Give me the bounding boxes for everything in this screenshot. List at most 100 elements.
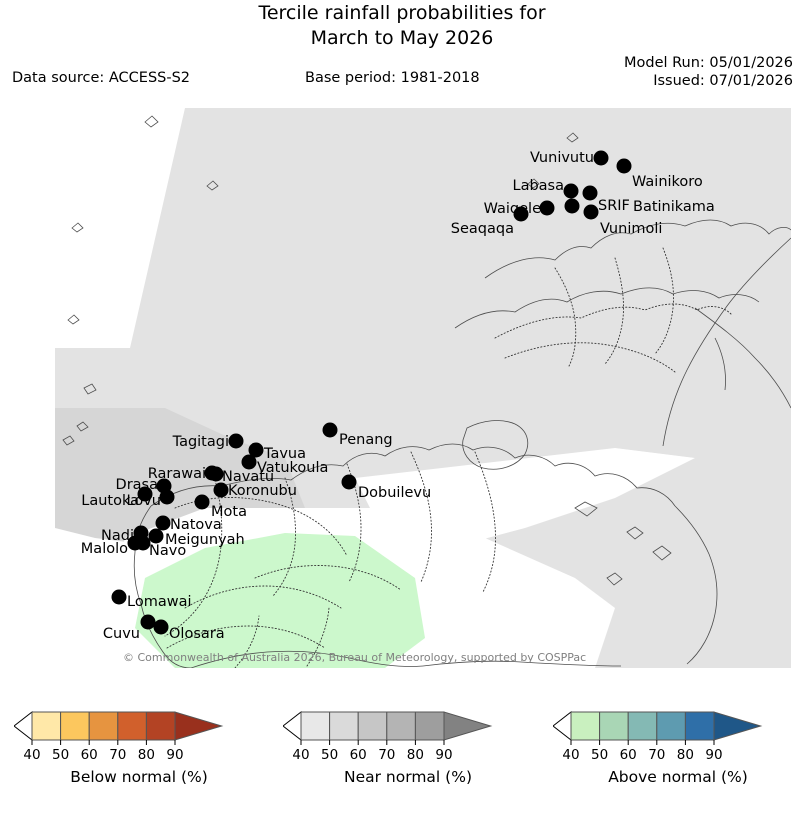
station-label: Vunimoli: [600, 221, 662, 237]
station-label: Lautoka: [81, 493, 139, 509]
colorbar-tick-label: 60: [350, 747, 367, 763]
station-marker[interactable]: Olosara: [153, 619, 225, 643]
station-label: Batinikama: [633, 199, 715, 215]
station-marker[interactable]: Natova: [155, 515, 222, 534]
station-dot[interactable]: [135, 535, 151, 551]
colorbar-swatch: [627, 711, 658, 741]
station-marker[interactable]: Mota: [194, 494, 247, 521]
station-dot[interactable]: [582, 185, 598, 201]
station-dot[interactable]: [563, 183, 579, 199]
colorbar-tick-label: 60: [620, 747, 637, 763]
station-marker[interactable]: Batinikama: [564, 198, 715, 216]
colorbar-tick-label: 40: [292, 747, 309, 763]
station-dot[interactable]: [148, 528, 164, 544]
copyright-notice: © Commonwealth of Australia 2026, Bureau…: [123, 651, 587, 664]
station-dot[interactable]: [111, 589, 127, 605]
station-label: Tavua: [263, 446, 306, 462]
station-dot[interactable]: [213, 482, 229, 498]
station-dot[interactable]: [140, 614, 156, 630]
district-boundaries-north: [494, 247, 732, 373]
colorbar-swatch: [386, 711, 416, 741]
station-label: Waiqele: [484, 201, 541, 217]
data-source-label: Data source: ACCESS-S2: [12, 70, 191, 86]
station-label: Navo: [149, 543, 186, 559]
station-label: Cuvu: [103, 626, 140, 642]
station-dot[interactable]: [564, 198, 580, 214]
station-label: Penang: [339, 432, 393, 448]
colorbar-under-arrow: [553, 710, 572, 742]
station-marker[interactable]: Lomawai: [111, 589, 192, 611]
station-label: Koronubu: [228, 483, 297, 499]
colorbar-tick-label: 80: [407, 747, 424, 763]
station-dot[interactable]: [583, 204, 599, 220]
station-dot[interactable]: [194, 494, 210, 510]
colorbar-above-normal-swatches[interactable]: 40 50 60 70 80 90: [553, 706, 803, 768]
colorbar-swatch: [329, 711, 359, 741]
colorbar-under-arrow: [283, 710, 302, 742]
colorbar-swatch: [145, 711, 176, 741]
colorbar-tick-label: 50: [52, 747, 69, 763]
station-marker[interactable]: Vatukoula: [241, 454, 329, 477]
station-marker[interactable]: Seaqaqa: [451, 206, 529, 238]
station-dot[interactable]: [513, 206, 529, 222]
station-dot[interactable]: [137, 486, 153, 502]
station-marker[interactable]: Vunimoli: [583, 204, 663, 238]
colorbar-near-normal[interactable]: 40 50 60 70 80 90 Near normal (%): [283, 706, 533, 806]
colorbar-under-arrow: [14, 710, 33, 742]
station-label: Malolo: [81, 541, 128, 557]
colorbar-tick-label: 80: [138, 747, 155, 763]
colorbar-swatch: [570, 711, 601, 741]
title-line-2: March to May 2026: [310, 27, 494, 49]
page-title: Tercile rainfall probabilities for March…: [0, 1, 804, 51]
station-marker[interactable]: Koronubu: [213, 482, 297, 500]
station-dot[interactable]: [153, 619, 169, 635]
issued-label: Issued: 07/01/2026: [653, 73, 793, 89]
station-label: Dobuilevu: [358, 485, 431, 501]
station-label: Wainikoro: [632, 174, 703, 190]
colorbar-swatch: [31, 711, 62, 741]
station-marker[interactable]: SRIF: [582, 185, 630, 215]
colorbar-below-normal[interactable]: 40 50 60 70 80 90 Below normal (%): [14, 706, 264, 806]
colorbar-over-arrow: [713, 711, 763, 741]
colorbar-tick-label: 90: [705, 747, 722, 763]
station-marker[interactable]: Penang: [322, 422, 393, 449]
colorbar-below-normal-swatches[interactable]: 40 50 60 70 80 90: [14, 706, 264, 768]
colorbar-tick-label: 70: [378, 747, 395, 763]
station-dot[interactable]: [539, 200, 555, 216]
station-label: Vunivutu: [530, 150, 594, 166]
station-label: Seaqaqa: [451, 221, 514, 237]
station-label: Tagitagi: [172, 434, 229, 450]
station-marker[interactable]: Dobuilevu: [341, 474, 432, 502]
station-dot[interactable]: [155, 515, 171, 531]
colorbar-near-normal-swatches[interactable]: 40 50 60 70 80 90: [283, 706, 533, 768]
colorbar-swatch: [357, 711, 388, 741]
colorbar-swatch: [300, 711, 331, 741]
station-marker[interactable]: Navo: [135, 535, 187, 560]
station-marker[interactable]: Wainikoro: [616, 158, 703, 191]
station-marker[interactable]: Vunivutu: [530, 150, 609, 166]
station-dot[interactable]: [208, 466, 224, 482]
station-marker[interactable]: Cuvu: [103, 614, 156, 643]
map-panel: Vunivutu Wainikoro Labasa Waiqele SRIF Batini…: [55, 108, 791, 668]
station-marker[interactable]: Meigunyah: [148, 528, 245, 549]
station-label: Lomawai: [127, 594, 191, 610]
station-marker[interactable]: Navatu: [208, 466, 275, 486]
station-dot[interactable]: [241, 454, 257, 470]
station-dot[interactable]: [341, 474, 357, 490]
station-dot[interactable]: [593, 150, 609, 166]
station-marker[interactable]: Tagitagi: [172, 433, 244, 451]
station-marker[interactable]: Tavua: [248, 442, 307, 463]
station-dot[interactable]: [159, 489, 175, 505]
station-dot[interactable]: [322, 422, 338, 438]
station-marker[interactable]: Labasa: [513, 178, 579, 199]
station-dot[interactable]: [616, 158, 632, 174]
run-info-block: Model Run: 05/01/2026 Issued: 07/01/2026: [624, 54, 793, 90]
station-marker[interactable]: Lautoka: [81, 486, 153, 510]
station-label: Meigunyah: [165, 532, 245, 548]
outer-islands: [462, 420, 672, 586]
colorbar-over-arrow: [174, 711, 224, 741]
station-marker[interactable]: Lovu: [127, 489, 175, 510]
station-dot[interactable]: [248, 442, 264, 458]
colorbar-above-normal[interactable]: 40 50 60 70 80 90 Above normal (%): [553, 706, 803, 806]
station-dot[interactable]: [228, 433, 244, 449]
